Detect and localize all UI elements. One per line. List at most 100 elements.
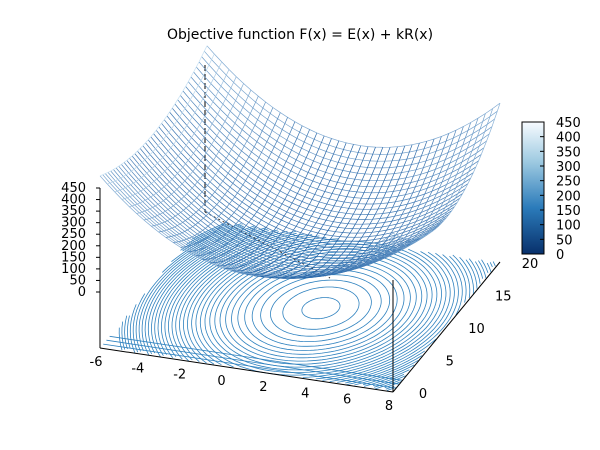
- z-tick-label: 50: [69, 273, 86, 288]
- mesh-line-x: [341, 133, 450, 268]
- colorbar-tick-label: 450: [556, 116, 581, 131]
- mesh-line-x: [239, 142, 347, 274]
- x-tick-label: -4: [131, 361, 144, 376]
- z-tick-label: 150: [61, 250, 86, 265]
- y-tick-label: 15: [495, 290, 512, 305]
- colorbar-tick-label: 100: [556, 219, 581, 234]
- x-tick-label: -6: [90, 355, 103, 370]
- colorbar-tick-label: 0: [556, 248, 564, 263]
- mesh-line-x: [385, 108, 494, 245]
- contour-line: [103, 343, 397, 389]
- mesh-line-x: [195, 125, 303, 257]
- contour-line: [244, 265, 398, 351]
- colorbar-tick-label: 350: [556, 145, 581, 160]
- contour-line: [270, 279, 372, 337]
- y-tick-label: 20: [522, 257, 539, 272]
- mesh-line-x: [261, 146, 369, 278]
- contour-line: [138, 227, 246, 351]
- mesh-line-x: [151, 96, 259, 227]
- mesh-line-x: [253, 145, 362, 277]
- mesh-line-x: [231, 140, 340, 272]
- contour-projection: [103, 221, 496, 391]
- mesh-line-x: [114, 61, 223, 193]
- mesh-line-x: [121, 69, 230, 200]
- z-tick-label: 250: [61, 227, 86, 242]
- colorbar-tick-label: 300: [556, 160, 581, 175]
- colorbar-tick-label: 250: [556, 175, 581, 190]
- contour-line: [109, 335, 403, 381]
- mesh-line-x: [312, 142, 420, 276]
- mesh-line-x: [107, 53, 215, 185]
- mesh-line-x: [305, 144, 413, 277]
- contour-line: [199, 240, 442, 376]
- z-tick-label: 100: [61, 262, 86, 277]
- colorbar-tick-label: 200: [556, 189, 581, 204]
- mesh-line-x: [370, 118, 479, 254]
- contour-line: [106, 339, 400, 385]
- z-tick-label: 0: [78, 285, 86, 300]
- x-tick-label: 8: [385, 399, 393, 414]
- colorbar-tick-label: 50: [556, 233, 573, 248]
- mesh-line-y: [206, 45, 501, 148]
- mesh-line-x: [180, 117, 288, 248]
- z-tick-label: 300: [61, 216, 86, 231]
- chart-title: Objective function F(x) = E(x) + kR(x): [167, 27, 433, 43]
- mesh-line-x: [143, 89, 252, 221]
- mesh-line-x: [378, 113, 486, 249]
- x-tick-labels: -6 -4 -2 0 2 4 6 8: [90, 355, 394, 414]
- z-tick-label: 400: [61, 193, 86, 208]
- x-tick-label: -2: [173, 368, 186, 383]
- contour-line: [231, 258, 411, 359]
- contour-line: [167, 230, 474, 386]
- contour-line: [219, 251, 423, 365]
- mesh-line-y: [158, 126, 453, 246]
- z-tick-label: 200: [61, 239, 86, 254]
- x-tick-label: 0: [217, 374, 225, 389]
- mesh-line-x: [165, 107, 274, 238]
- back-diagonal: [204, 211, 331, 279]
- colorbar-tick-label: 400: [556, 131, 581, 146]
- mesh-line-x: [363, 122, 472, 258]
- base-edge-front: [99, 347, 394, 393]
- x-tick-label: 2: [259, 380, 267, 395]
- colorbar-gradient: [521, 121, 545, 255]
- contour-line: [251, 269, 391, 347]
- y-tick-label: 10: [468, 322, 485, 337]
- contour-line: [301, 297, 341, 320]
- mesh-line-x: [326, 138, 435, 273]
- mesh-line-x: [209, 132, 318, 264]
- mesh-line-y: [190, 76, 485, 188]
- mesh-line-x: [136, 83, 244, 214]
- contour-line: [225, 254, 417, 362]
- contour-line: [214, 248, 428, 368]
- base-edge-right: [392, 261, 501, 393]
- mesh-line-x: [202, 129, 310, 260]
- mesh-line-x: [283, 147, 391, 279]
- surface-mesh: [99, 45, 501, 279]
- x-tick-label: 6: [343, 393, 351, 408]
- contour-line: [135, 225, 244, 352]
- contour-line: [237, 261, 405, 355]
- mesh-line-y: [193, 71, 487, 182]
- mesh-line-x: [224, 138, 332, 269]
- mesh-line-y: [169, 111, 463, 230]
- mesh-line-x: [348, 130, 457, 265]
- y-tick-labels: 0 5 10 15 20: [419, 257, 538, 402]
- contour-line: [195, 238, 447, 378]
- mesh-line-x: [129, 76, 237, 208]
- mesh-line-x: [187, 121, 296, 253]
- mesh-line-x: [217, 135, 325, 267]
- mesh-line-x: [334, 136, 442, 270]
- contour-line: [209, 246, 433, 371]
- mesh-line-x: [246, 144, 354, 276]
- base-box: [99, 65, 501, 393]
- x-tick-label: 4: [301, 386, 309, 401]
- contour-line: [182, 234, 459, 382]
- mesh-line-x: [99, 45, 208, 177]
- contour-line: [129, 223, 242, 354]
- mesh-line-x: [392, 102, 501, 240]
- mesh-line-x: [268, 146, 376, 279]
- mesh-line-x: [356, 126, 464, 261]
